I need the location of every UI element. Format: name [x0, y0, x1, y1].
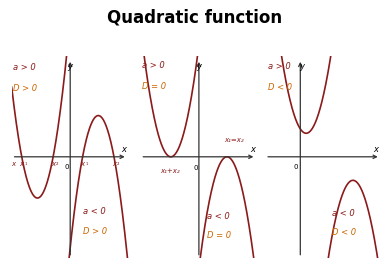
Text: a < 0: a < 0: [83, 207, 106, 216]
Text: D > 0: D > 0: [13, 84, 37, 93]
Text: 0: 0: [193, 165, 198, 171]
Text: x: x: [122, 145, 126, 154]
Text: a < 0: a < 0: [207, 212, 230, 221]
Text: a > 0: a > 0: [13, 63, 35, 72]
Text: a < 0: a < 0: [332, 209, 355, 218]
Text: y: y: [196, 62, 201, 71]
Text: x: x: [80, 161, 85, 167]
Text: D < 0: D < 0: [332, 228, 356, 237]
Text: x: x: [51, 161, 55, 167]
Text: y: y: [299, 62, 304, 71]
Text: x: x: [11, 161, 15, 167]
Text: y: y: [67, 62, 72, 71]
Text: D = 0: D = 0: [207, 231, 231, 240]
Text: x₁+x₂: x₁+x₂: [160, 169, 179, 174]
Text: a > 0: a > 0: [268, 62, 291, 71]
Text: D > 0: D > 0: [83, 227, 107, 236]
Text: 0: 0: [293, 164, 298, 169]
Text: ₂: ₂: [117, 161, 119, 166]
Text: D = 0: D = 0: [142, 81, 166, 90]
Text: a > 0: a > 0: [142, 61, 164, 70]
Text: ₂: ₂: [56, 161, 58, 166]
Text: ₁: ₁: [25, 161, 27, 166]
Text: x: x: [20, 161, 24, 167]
Text: x₁=x₂: x₁=x₂: [224, 137, 244, 143]
Text: ₁: ₁: [85, 161, 88, 166]
Text: 0: 0: [65, 164, 69, 170]
Text: Quadratic function: Quadratic function: [107, 8, 283, 26]
Text: x: x: [112, 161, 116, 167]
Text: x: x: [250, 145, 255, 154]
Text: D < 0: D < 0: [268, 83, 292, 92]
Text: x: x: [373, 145, 378, 154]
